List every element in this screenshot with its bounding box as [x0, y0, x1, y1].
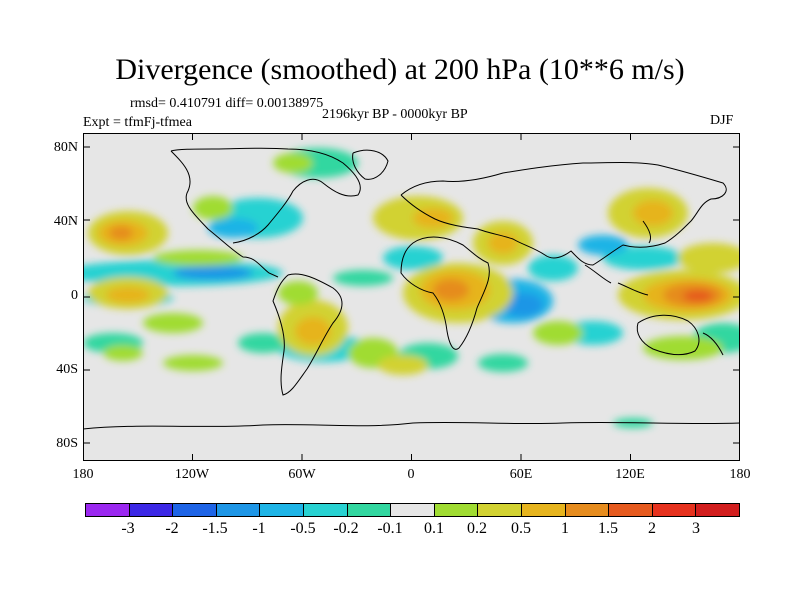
colorbar-label: -0.1 — [377, 520, 403, 537]
lon-tick-180e: 180 — [729, 467, 751, 482]
colorbar-swatch — [652, 504, 697, 516]
lon-tick-60e: 60E — [509, 467, 533, 482]
axis-ticks — [83, 133, 740, 461]
divergence-map — [83, 133, 740, 461]
lat-tick-40s: 40S — [56, 362, 78, 377]
colorbar-label: -0.2 — [333, 520, 359, 537]
colorbar-swatch — [303, 504, 348, 516]
colorbar-label: -1 — [252, 520, 266, 537]
divergence-field — [83, 147, 740, 430]
colorbar-label: -2 — [165, 520, 179, 537]
coastlines — [83, 147, 740, 430]
colorbar-swatch — [173, 504, 217, 516]
colorbar-swatch — [565, 504, 610, 516]
colorbar-swatch — [391, 504, 435, 516]
colorbar-label: 0.1 — [424, 520, 444, 537]
colorbar-swatch — [86, 504, 130, 516]
colorbar-swatch — [129, 504, 174, 516]
experiment-label: Expt = tfmFj-tfmea — [83, 115, 192, 130]
colorbar-label: 3 — [692, 520, 700, 537]
colorbar-swatch — [216, 504, 261, 516]
lon-tick-0: 0 — [407, 467, 415, 482]
colorbar-label: -3 — [121, 520, 135, 537]
lon-tick-120w: 120W — [174, 467, 210, 482]
colorbar-label: 1.5 — [598, 520, 618, 537]
colorbar-label: -1.5 — [202, 520, 228, 537]
stats-label: rmsd= 0.410791 diff= 0.00138975 — [130, 96, 324, 111]
colorbar-label: 0.2 — [467, 520, 487, 537]
colorbar-swatch — [260, 504, 304, 516]
season-label: DJF — [710, 113, 734, 128]
colorbar-swatch — [609, 504, 653, 516]
colorbar-label: 1 — [561, 520, 569, 537]
colorbar-label: 2 — [648, 520, 656, 537]
lon-tick-60w: 60W — [288, 467, 316, 482]
colorbar — [85, 503, 740, 517]
lat-tick-40n: 40N — [53, 214, 78, 229]
lon-tick-180w: 180 — [72, 467, 94, 482]
colorbar-swatch — [434, 504, 479, 516]
lat-tick-80n: 80N — [53, 140, 78, 155]
colorbar-swatch — [521, 504, 566, 516]
colorbar-swatch — [696, 504, 739, 516]
colorbar-label: 0.5 — [511, 520, 531, 537]
colorbar-label: -0.5 — [290, 520, 316, 537]
period-label: 2196kyr BP - 0000kyr BP — [322, 107, 468, 122]
colorbar-swatch — [478, 504, 522, 516]
lat-tick-80s: 80S — [56, 436, 78, 451]
lat-tick-0: 0 — [71, 288, 78, 303]
map-title: Divergence (smoothed) at 200 hPa (10**6 … — [115, 53, 685, 86]
colorbar-swatch — [347, 504, 392, 516]
lon-tick-120e: 120E — [615, 467, 645, 482]
